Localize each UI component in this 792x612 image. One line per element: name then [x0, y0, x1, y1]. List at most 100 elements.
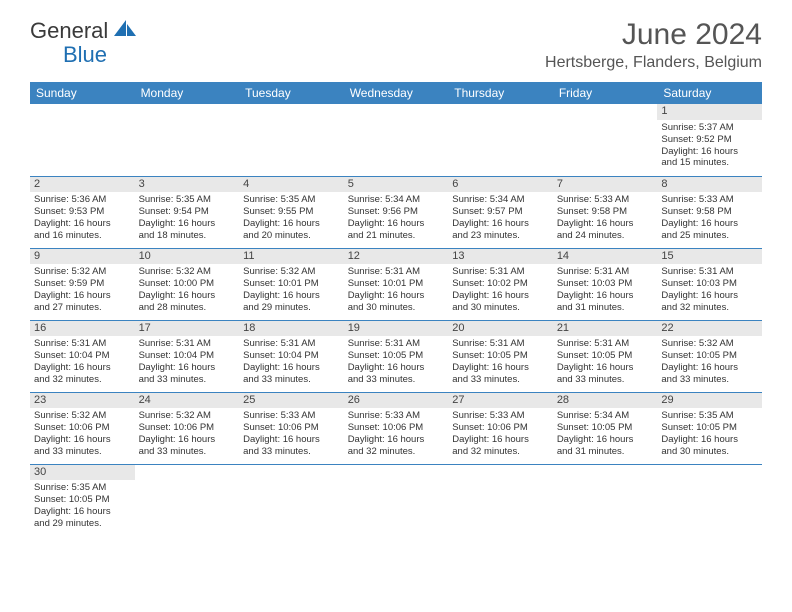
daylight-text: Daylight: 16 hours [139, 290, 236, 302]
day-number: 18 [239, 321, 344, 337]
location: Hertsberge, Flanders, Belgium [545, 54, 762, 72]
title-block: June 2024 Hertsberge, Flanders, Belgium [545, 18, 762, 72]
sunset-text: Sunset: 9:52 PM [661, 134, 758, 146]
header: General June 2024 Hertsberge, Flanders, … [30, 18, 762, 72]
sunrise-text: Sunrise: 5:33 AM [661, 194, 758, 206]
daylight-text: and 33 minutes. [139, 446, 236, 458]
day-number: 6 [448, 177, 553, 193]
day-number: 11 [239, 249, 344, 265]
calendar-cell: 11Sunrise: 5:32 AMSunset: 10:01 PMDaylig… [239, 248, 344, 320]
daylight-text: and 32 minutes. [452, 446, 549, 458]
sunrise-text: Sunrise: 5:33 AM [348, 410, 445, 422]
daylight-text: and 33 minutes. [34, 446, 131, 458]
weekday-header: Friday [553, 82, 658, 104]
sunset-text: Sunset: 9:59 PM [34, 278, 131, 290]
daylight-text: and 27 minutes. [34, 302, 131, 314]
daylight-text: and 33 minutes. [557, 374, 654, 386]
calendar-cell: 30Sunrise: 5:35 AMSunset: 10:05 PMDaylig… [30, 464, 135, 536]
calendar-cell [30, 104, 135, 176]
sunrise-text: Sunrise: 5:32 AM [243, 266, 340, 278]
day-number: 7 [553, 177, 658, 193]
calendar-cell: 10Sunrise: 5:32 AMSunset: 10:00 PMDaylig… [135, 248, 240, 320]
daylight-text: and 33 minutes. [243, 446, 340, 458]
sunrise-text: Sunrise: 5:31 AM [452, 338, 549, 350]
calendar-cell: 29Sunrise: 5:35 AMSunset: 10:05 PMDaylig… [657, 392, 762, 464]
calendar-cell [239, 104, 344, 176]
daylight-text: Daylight: 16 hours [139, 218, 236, 230]
day-number: 20 [448, 321, 553, 337]
calendar-cell: 19Sunrise: 5:31 AMSunset: 10:05 PMDaylig… [344, 320, 449, 392]
daylight-text: and 31 minutes. [557, 302, 654, 314]
sunrise-text: Sunrise: 5:32 AM [34, 410, 131, 422]
calendar-cell: 12Sunrise: 5:31 AMSunset: 10:01 PMDaylig… [344, 248, 449, 320]
calendar-cell: 24Sunrise: 5:32 AMSunset: 10:06 PMDaylig… [135, 392, 240, 464]
sunset-text: Sunset: 10:01 PM [348, 278, 445, 290]
day-number: 19 [344, 321, 449, 337]
daylight-text: Daylight: 16 hours [34, 434, 131, 446]
calendar-cell: 26Sunrise: 5:33 AMSunset: 10:06 PMDaylig… [344, 392, 449, 464]
day-number: 13 [448, 249, 553, 265]
calendar-week-row: 23Sunrise: 5:32 AMSunset: 10:06 PMDaylig… [30, 392, 762, 464]
sunrise-text: Sunrise: 5:35 AM [243, 194, 340, 206]
sunrise-text: Sunrise: 5:32 AM [34, 266, 131, 278]
sunset-text: Sunset: 10:04 PM [34, 350, 131, 362]
sunset-text: Sunset: 10:06 PM [139, 422, 236, 434]
weekday-header: Wednesday [344, 82, 449, 104]
daylight-text: Daylight: 16 hours [557, 218, 654, 230]
day-number: 1 [657, 104, 762, 120]
sunrise-text: Sunrise: 5:33 AM [557, 194, 654, 206]
sunset-text: Sunset: 9:53 PM [34, 206, 131, 218]
day-number: 17 [135, 321, 240, 337]
calendar-cell: 25Sunrise: 5:33 AMSunset: 10:06 PMDaylig… [239, 392, 344, 464]
calendar-cell: 8Sunrise: 5:33 AMSunset: 9:58 PMDaylight… [657, 176, 762, 248]
calendar-cell: 23Sunrise: 5:32 AMSunset: 10:06 PMDaylig… [30, 392, 135, 464]
sunset-text: Sunset: 10:05 PM [661, 350, 758, 362]
daylight-text: and 18 minutes. [139, 230, 236, 242]
sunset-text: Sunset: 10:02 PM [452, 278, 549, 290]
logo-text-blue: Blue [63, 42, 107, 68]
calendar-week-row: 1Sunrise: 5:37 AMSunset: 9:52 PMDaylight… [30, 104, 762, 176]
sunset-text: Sunset: 9:56 PM [348, 206, 445, 218]
daylight-text: and 30 minutes. [452, 302, 549, 314]
calendar-cell: 22Sunrise: 5:32 AMSunset: 10:05 PMDaylig… [657, 320, 762, 392]
sunrise-text: Sunrise: 5:31 AM [348, 266, 445, 278]
daylight-text: Daylight: 16 hours [557, 434, 654, 446]
day-number: 2 [30, 177, 135, 193]
calendar-cell: 14Sunrise: 5:31 AMSunset: 10:03 PMDaylig… [553, 248, 658, 320]
calendar-cell [135, 104, 240, 176]
daylight-text: Daylight: 16 hours [348, 362, 445, 374]
weekday-header: Sunday [30, 82, 135, 104]
daylight-text: Daylight: 16 hours [452, 362, 549, 374]
logo-text-general: General [30, 18, 108, 44]
daylight-text: and 33 minutes. [661, 374, 758, 386]
calendar-cell: 28Sunrise: 5:34 AMSunset: 10:05 PMDaylig… [553, 392, 658, 464]
sunrise-text: Sunrise: 5:35 AM [34, 482, 131, 494]
daylight-text: Daylight: 16 hours [661, 362, 758, 374]
sunset-text: Sunset: 10:01 PM [243, 278, 340, 290]
daylight-text: and 25 minutes. [661, 230, 758, 242]
daylight-text: and 21 minutes. [348, 230, 445, 242]
calendar-cell: 2Sunrise: 5:36 AMSunset: 9:53 PMDaylight… [30, 176, 135, 248]
calendar-cell: 1Sunrise: 5:37 AMSunset: 9:52 PMDaylight… [657, 104, 762, 176]
sunrise-text: Sunrise: 5:31 AM [557, 338, 654, 350]
day-number: 21 [553, 321, 658, 337]
sunset-text: Sunset: 10:00 PM [139, 278, 236, 290]
weekday-header: Monday [135, 82, 240, 104]
day-number: 5 [344, 177, 449, 193]
sunrise-text: Sunrise: 5:31 AM [557, 266, 654, 278]
daylight-text: Daylight: 16 hours [348, 434, 445, 446]
weekday-header: Thursday [448, 82, 553, 104]
sunrise-text: Sunrise: 5:35 AM [661, 410, 758, 422]
sunrise-text: Sunrise: 5:33 AM [243, 410, 340, 422]
sunrise-text: Sunrise: 5:31 AM [139, 338, 236, 350]
day-number: 26 [344, 393, 449, 409]
logo: General [30, 18, 140, 44]
daylight-text: and 33 minutes. [452, 374, 549, 386]
daylight-text: Daylight: 16 hours [34, 290, 131, 302]
day-number: 16 [30, 321, 135, 337]
daylight-text: and 29 minutes. [243, 302, 340, 314]
daylight-text: and 15 minutes. [661, 157, 758, 169]
daylight-text: and 16 minutes. [34, 230, 131, 242]
sunset-text: Sunset: 10:06 PM [452, 422, 549, 434]
day-number: 15 [657, 249, 762, 265]
